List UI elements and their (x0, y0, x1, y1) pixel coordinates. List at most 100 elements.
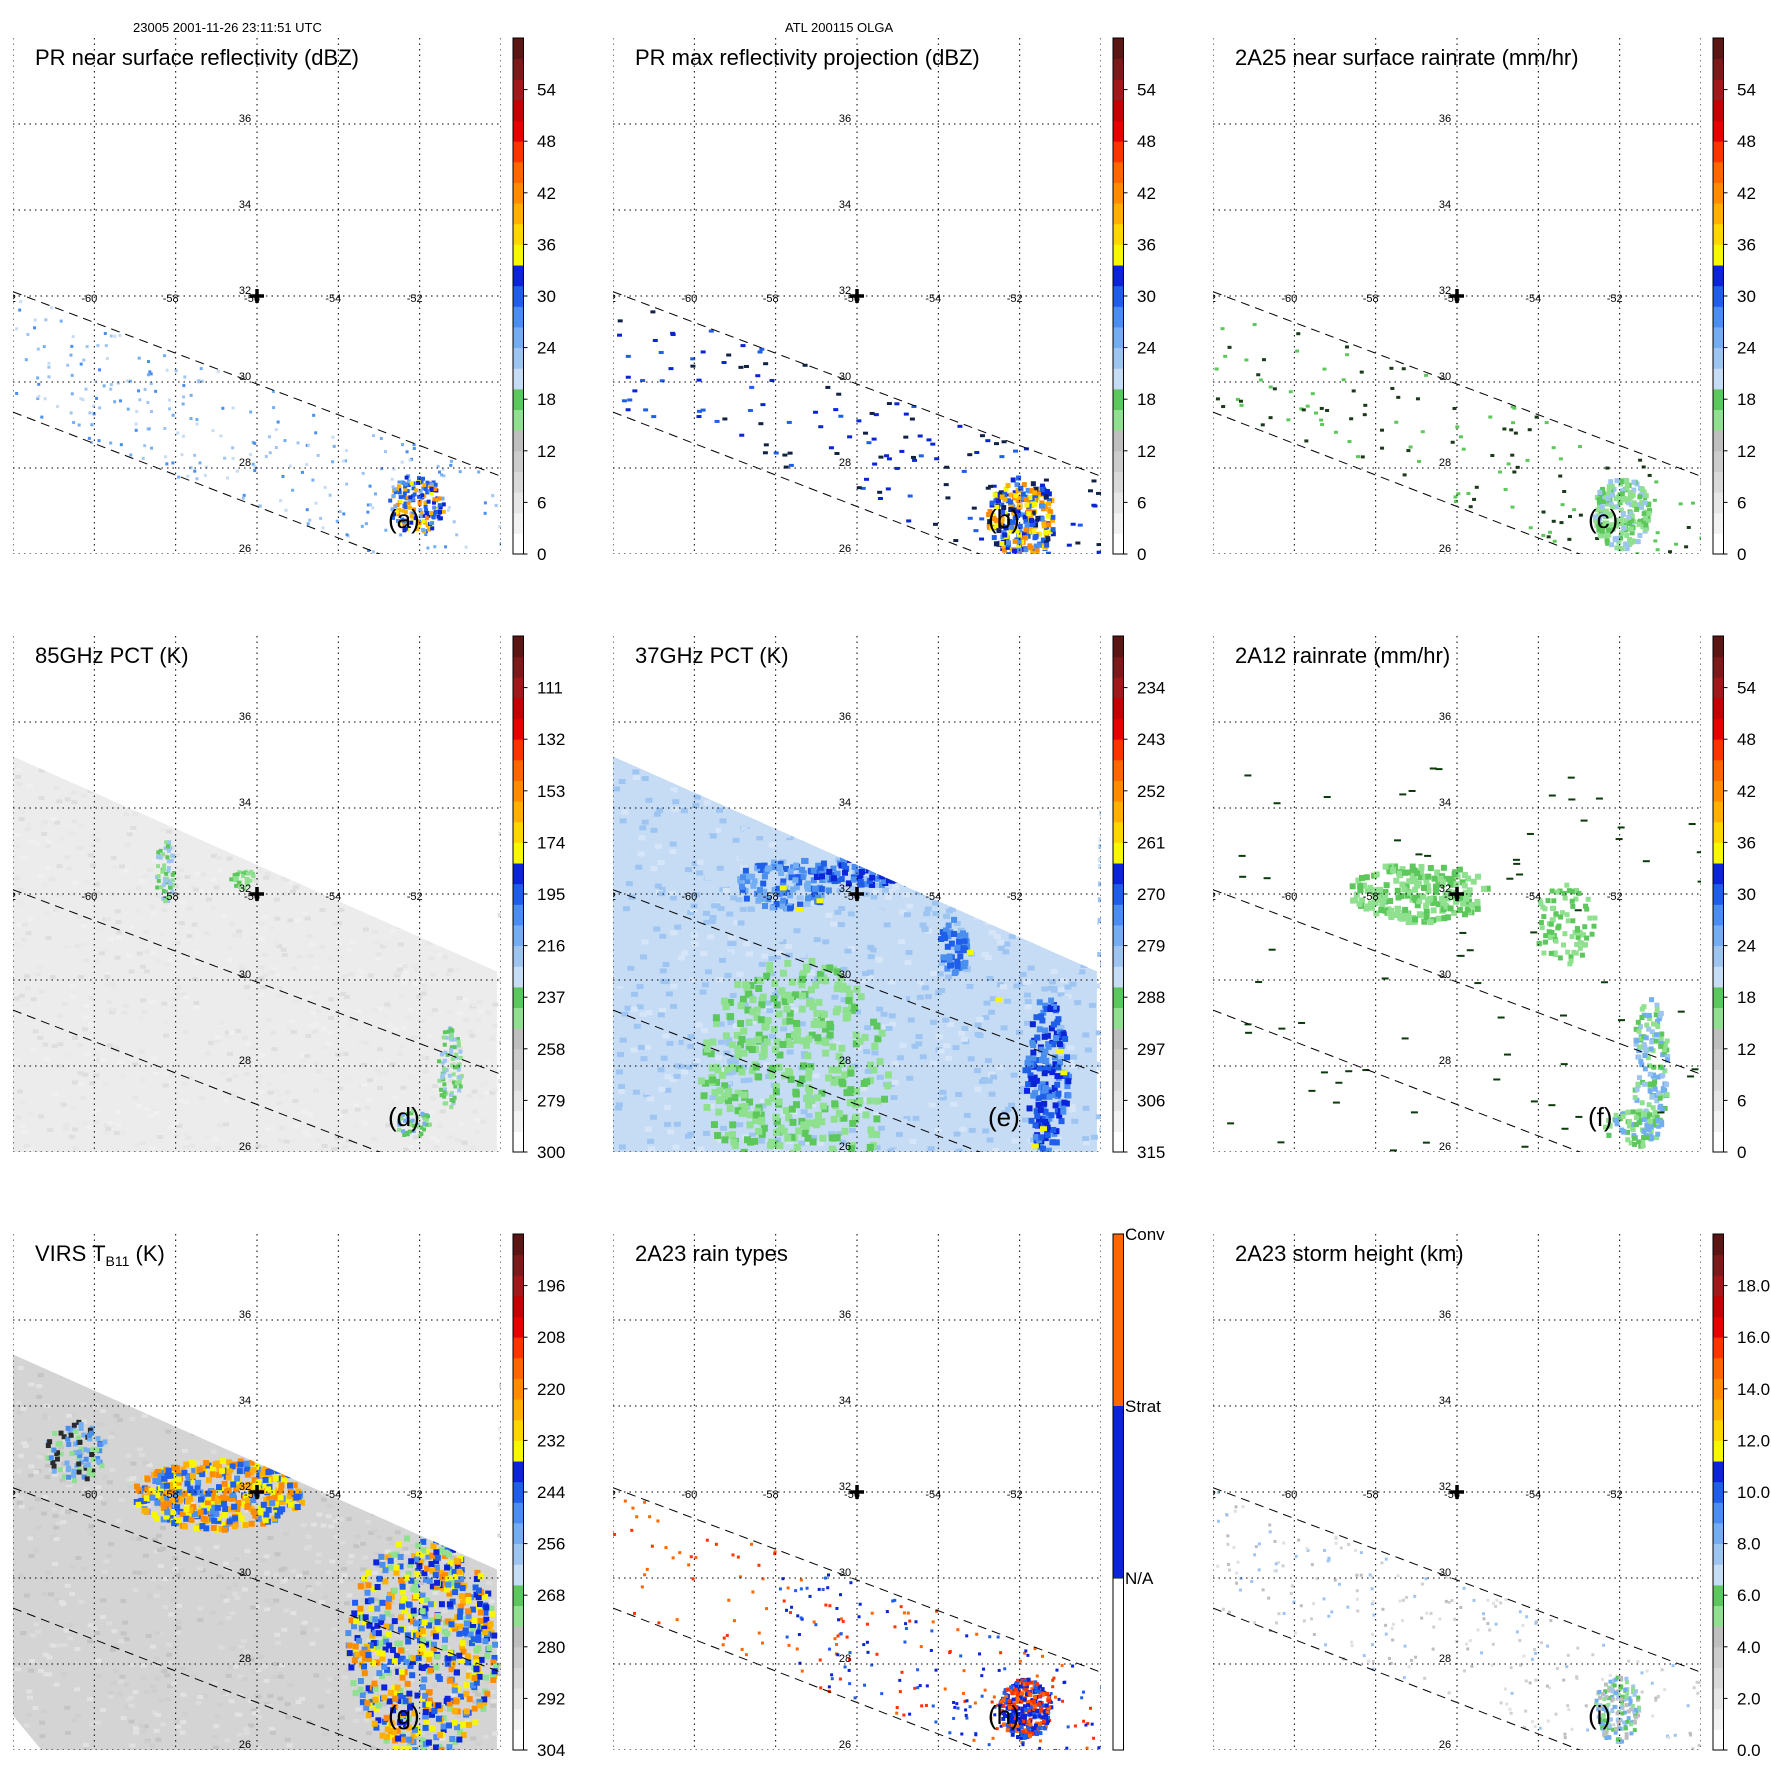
colorbar-segment (1113, 821, 1124, 843)
data-pixel (348, 972, 355, 977)
data-pixel (1252, 323, 1257, 327)
data-pixel (1637, 494, 1643, 500)
data-pixel (477, 470, 481, 474)
data-pixel (1637, 1108, 1643, 1114)
data-pixel (783, 1151, 791, 1152)
data-pixel (429, 511, 434, 516)
data-pixel (805, 1139, 813, 1145)
data-pixel (58, 837, 65, 842)
data-pixel (1641, 1081, 1647, 1087)
data-pixel (1010, 477, 1016, 483)
data-pixel (1600, 533, 1606, 539)
data-pixel (1047, 529, 1053, 535)
data-pixel (1386, 910, 1393, 917)
data-pixel (1553, 911, 1559, 917)
data-pixel (289, 1138, 296, 1143)
data-pixel (367, 1078, 374, 1083)
data-pixel (1034, 546, 1040, 552)
data-pixel (1636, 1075, 1642, 1081)
data-pixel (840, 997, 848, 1003)
data-pixel (789, 1118, 797, 1126)
data-pixel (774, 1137, 782, 1143)
data-pixel (149, 1145, 156, 1150)
data-pixel (1596, 516, 1602, 522)
data-pixel (191, 922, 198, 927)
data-pixel (773, 900, 780, 907)
data-pixel (455, 1037, 460, 1042)
data-pixel (724, 951, 732, 957)
data-pixel (409, 511, 413, 515)
data-pixel (943, 483, 949, 487)
data-pixel (1390, 867, 1397, 874)
data-pixel (45, 843, 52, 848)
storm-center-marker (250, 887, 264, 901)
data-pixel (1628, 510, 1634, 516)
data-pixel (734, 1051, 742, 1059)
data-pixel (906, 1075, 914, 1081)
data-pixel (1036, 1026, 1043, 1033)
colorbar-segment (1113, 1048, 1124, 1070)
data-pixel (1644, 1081, 1650, 1087)
data-pixel (793, 1036, 801, 1044)
data-pixel (457, 1079, 462, 1084)
data-pixel (1070, 1054, 1078, 1060)
colorbar-segment (1113, 1028, 1124, 1050)
data-pixel (1440, 900, 1447, 907)
data-pixel (770, 995, 778, 1003)
data-pixel (161, 852, 166, 857)
data-pixel (134, 1142, 141, 1147)
data-pixel (979, 517, 985, 521)
data-pixel (1437, 875, 1444, 882)
data-pixel (1608, 542, 1614, 548)
data-pixel (670, 1126, 678, 1132)
data-pixel (814, 1034, 822, 1042)
data-pixel (787, 892, 794, 899)
data-pixel (923, 911, 931, 917)
data-pixel (852, 1087, 860, 1095)
data-pixel (431, 1084, 438, 1089)
data-pixel (17, 1089, 24, 1094)
data-pixel (1010, 519, 1016, 525)
data-pixel (24, 827, 31, 832)
data-pixel (886, 1131, 894, 1137)
data-pixel (405, 1117, 410, 1122)
data-pixel (1464, 906, 1471, 913)
data-pixel (14, 833, 21, 838)
data-pixel (89, 1022, 96, 1027)
data-pixel (869, 868, 876, 875)
storm-center-marker (850, 887, 864, 901)
data-pixel (805, 1067, 813, 1075)
data-pixel (639, 825, 647, 831)
data-pixel (139, 964, 146, 969)
data-pixel (456, 996, 463, 1001)
data-pixel (866, 969, 874, 975)
data-pixel (80, 942, 87, 947)
data-pixel (69, 1105, 76, 1110)
data-pixel (408, 1120, 413, 1125)
data-pixel (805, 1035, 813, 1043)
data-pixel (844, 1011, 852, 1019)
data-pixel (1655, 531, 1660, 535)
data-pixel (756, 977, 764, 985)
data-pixel (1039, 1081, 1046, 1088)
colorbar-segment (1113, 512, 1124, 534)
data-pixel (729, 992, 737, 998)
data-pixel (1568, 958, 1574, 964)
data-pixel (258, 504, 262, 508)
data-pixel (723, 842, 731, 848)
data-pixel (440, 473, 444, 477)
data-pixel (630, 991, 638, 997)
data-pixel (454, 1081, 459, 1086)
data-pixel (242, 1149, 249, 1152)
data-pixel (740, 1148, 748, 1152)
data-pixel (249, 453, 253, 457)
data-pixel (1024, 522, 1030, 528)
data-pixel (821, 964, 829, 972)
colorbar-segment (513, 347, 524, 369)
data-pixel (624, 971, 632, 977)
data-pixel (456, 1039, 461, 1044)
data-pixel (1587, 915, 1593, 921)
data-pixel (1631, 487, 1637, 493)
data-pixel (120, 1074, 127, 1079)
